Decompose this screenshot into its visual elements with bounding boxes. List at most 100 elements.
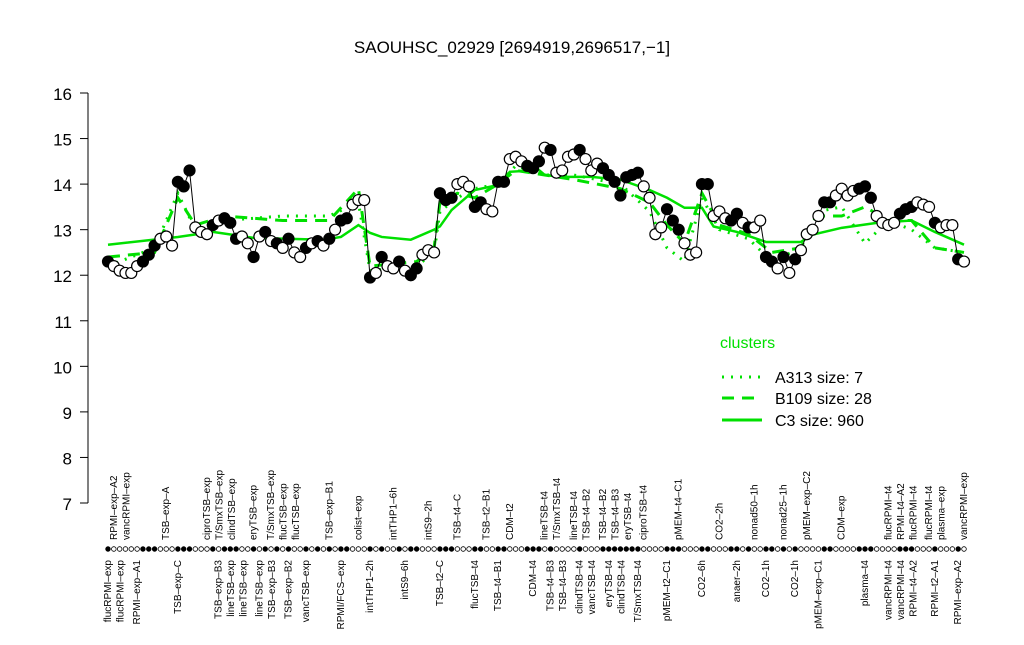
rug-mark <box>501 546 507 552</box>
rug-mark <box>198 546 204 552</box>
data-point <box>556 164 569 177</box>
rug-mark <box>553 546 560 552</box>
rug-mark <box>932 546 938 552</box>
rug-mark <box>821 546 827 552</box>
data-point <box>794 244 808 257</box>
data-point <box>957 255 971 268</box>
rug-mark <box>559 546 565 552</box>
rug-mark <box>210 546 216 552</box>
rug-mark <box>588 546 595 552</box>
rug-mark <box>245 546 251 552</box>
rug-mark <box>507 546 513 552</box>
data-point <box>660 203 674 216</box>
rug-mark <box>384 546 391 552</box>
rug-mark <box>344 546 350 552</box>
rug-mark <box>215 546 222 552</box>
rug-mark <box>262 546 268 552</box>
data-point <box>160 230 173 243</box>
rug-mark <box>763 546 769 552</box>
rug-mark <box>390 546 397 552</box>
top-label: TSB–t4–C <box>452 494 463 540</box>
bottom-label: lineTSB–exp <box>239 560 250 617</box>
data-point <box>241 237 254 250</box>
rug-mark <box>751 546 758 552</box>
legend-entry-a313: A313 size: 7 <box>775 370 863 387</box>
rug-mark <box>361 546 367 552</box>
chart-title: SAOUHSC_02929 [2694919,2696517,−1] <box>354 38 670 57</box>
data-point <box>294 250 307 264</box>
bottom-label: CDM–t4 <box>528 560 539 597</box>
rug-mark <box>769 546 775 552</box>
bottom-label: clindTSB–t4 <box>575 560 586 614</box>
rug-mark <box>681 546 688 552</box>
data-point <box>142 248 155 261</box>
rug-mark <box>646 546 653 552</box>
data-point <box>614 189 627 202</box>
rug-mark <box>774 546 781 552</box>
rug-mark <box>128 546 134 552</box>
data-point <box>643 191 656 204</box>
bottom-label: RPMI/FCS–exp <box>336 560 347 630</box>
rug-mark <box>693 546 699 552</box>
data-point <box>410 262 423 275</box>
rug-mark <box>355 546 362 552</box>
data-point <box>259 225 272 239</box>
top-label: flucTSB–exp <box>291 483 302 540</box>
top-label: T/SmxTSB–t4 <box>552 477 563 540</box>
top-label: nonad25–1h <box>778 484 789 540</box>
rug-mark <box>146 546 152 552</box>
rug-mark <box>495 546 501 552</box>
rug-mark <box>402 546 408 552</box>
bottom-label: plasma–t4 <box>860 560 871 607</box>
data-point <box>340 212 353 225</box>
bottom-label: flucRPMI–exp <box>116 560 127 623</box>
top-label: flucRPMI–t4 <box>883 485 894 540</box>
rug-mark <box>943 546 950 552</box>
bottom-label: vancRPMI–t4 <box>883 560 894 620</box>
top-label: intS9–2h <box>423 501 434 540</box>
legend-title: clusters <box>720 335 775 352</box>
top-label: flucTSB–exp <box>279 483 290 540</box>
rug-mark <box>186 546 193 552</box>
rug-mark <box>542 546 548 552</box>
rug-mark <box>908 546 915 552</box>
rug-mark <box>367 546 373 552</box>
data-point <box>789 253 802 266</box>
rug-mark <box>437 546 443 552</box>
rug-mark <box>606 546 612 552</box>
top-label: colist–exp <box>353 495 364 540</box>
rug-mark <box>850 546 857 552</box>
rug-mark <box>466 546 472 552</box>
top-label: T/SmxTSB–exp <box>266 470 277 540</box>
rug-mark <box>926 546 932 552</box>
bottom-label: TSB–exp–B3 <box>214 560 225 619</box>
data-point <box>462 180 476 193</box>
bottom-label: TSB–exp–B2 <box>284 560 295 619</box>
rug-mark <box>844 546 851 552</box>
rug-mark <box>116 546 123 552</box>
rug-mark <box>786 546 793 552</box>
top-label: TSB–t2–B1 <box>482 488 493 540</box>
data-point <box>427 246 441 259</box>
top-label: lineTSB–t4 <box>540 491 551 540</box>
rug-mark <box>914 546 921 552</box>
rug-mark <box>163 546 169 552</box>
y-axis: 7 8 9 10 11 12 13 14 15 16 <box>53 85 89 514</box>
rug-mark <box>658 546 664 552</box>
rug-mark <box>239 546 245 552</box>
bottom-label: RPMI–exp–A2 <box>953 560 964 625</box>
cluster-line-dashed <box>107 168 965 268</box>
bottom-label: flucRPMI–exp <box>103 560 114 623</box>
rug-mark <box>576 546 583 552</box>
rug-mark <box>920 546 926 552</box>
data-point <box>672 223 685 236</box>
data-point <box>486 205 499 218</box>
top-label: T/SmxTSB–exp <box>214 470 225 540</box>
rug-mark <box>518 546 525 552</box>
top-label: TSB–t4–B3 <box>610 488 621 540</box>
data-point <box>393 255 406 268</box>
rug-mark <box>483 546 490 552</box>
rug-mark <box>856 546 862 552</box>
